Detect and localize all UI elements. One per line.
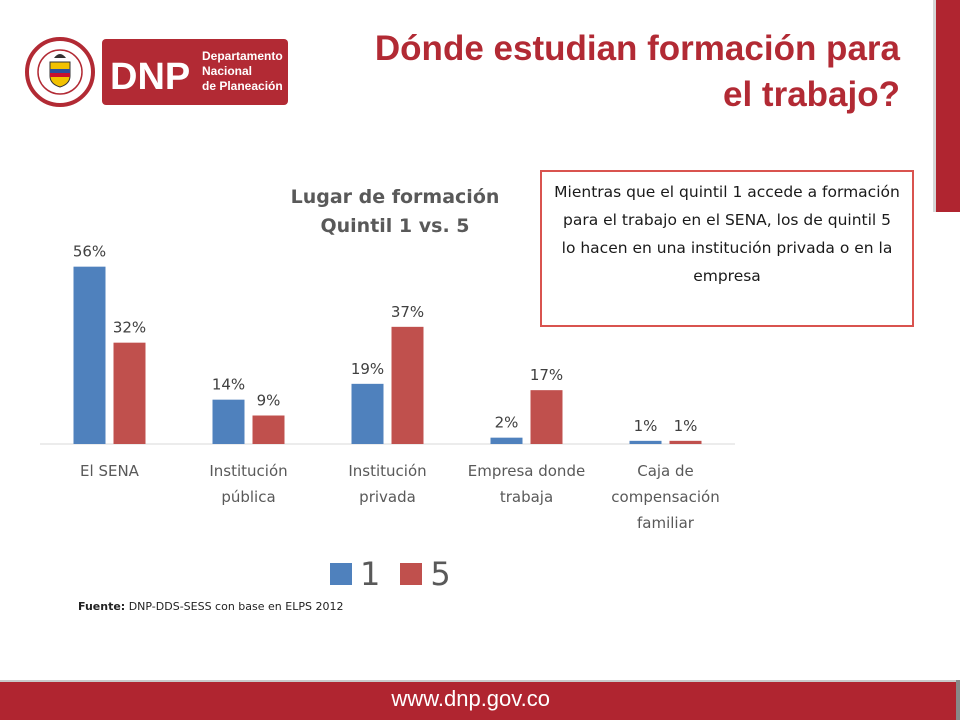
legend-item-series-1: 1 bbox=[330, 555, 380, 593]
accent-bar bbox=[933, 0, 960, 212]
footer-url-link[interactable]: www.dnp.gov.co bbox=[391, 686, 550, 711]
page-title: Dónde estudian formación para el trabajo… bbox=[300, 26, 900, 118]
category-label-2-line-1: Institución bbox=[209, 462, 287, 480]
org-line-2: Nacional bbox=[202, 64, 252, 78]
data-label-series-1-2: 14% bbox=[212, 376, 245, 394]
coat-of-arms-band-red bbox=[50, 73, 70, 77]
bar-series-5-1 bbox=[113, 342, 146, 444]
data-label-series-1-4: 2% bbox=[495, 414, 519, 432]
brand-text: DNP bbox=[110, 56, 190, 98]
data-label-series-5-2: 9% bbox=[257, 392, 281, 410]
category-label-3-line-1: Institución bbox=[348, 462, 426, 480]
data-label-series-5-5: 1% bbox=[674, 417, 698, 435]
bar-series-5-4 bbox=[530, 390, 563, 444]
data-label-series-5-4: 17% bbox=[530, 366, 563, 384]
bar-series-1-1 bbox=[73, 266, 106, 444]
data-label-series-1-1: 56% bbox=[73, 243, 106, 261]
brand-box bbox=[102, 39, 288, 105]
data-label-series-5-1: 32% bbox=[113, 319, 146, 337]
page-title-line-2: el trabajo? bbox=[723, 75, 900, 114]
category-label-5-line-2: compensación bbox=[611, 488, 719, 506]
category-label-2-line-2: pública bbox=[221, 488, 275, 506]
bar-series-5-2 bbox=[252, 415, 285, 444]
legend-swatch-series-5 bbox=[400, 563, 423, 585]
category-label-3-line-2: privada bbox=[359, 488, 416, 506]
category-label-5-line-3: familiar bbox=[637, 514, 695, 532]
bar-series-1-3 bbox=[351, 383, 384, 444]
data-label-series-1-5: 1% bbox=[634, 417, 658, 435]
footer-divider bbox=[0, 680, 960, 682]
bar-series-1-2 bbox=[212, 399, 245, 444]
page-title-line-1: Dónde estudian formación para bbox=[374, 29, 900, 68]
bar-chart: 56% 32% El SENA 14% 9% Institución pública 19% 3… bbox=[40, 243, 735, 532]
legend-swatch-series-1 bbox=[330, 563, 352, 585]
footer-edge bbox=[956, 680, 960, 720]
legend-label-series-1: 1 bbox=[360, 555, 381, 593]
source-label: Fuente: bbox=[78, 600, 126, 613]
legend-item-series-5: 5 bbox=[400, 555, 451, 593]
category-label-4-line-1: Empresa donde bbox=[468, 462, 585, 480]
callout-text: Mientras que el quintil 1 accede a forma… bbox=[554, 183, 900, 285]
chart-legend: 1 5 bbox=[330, 552, 471, 596]
footer-bar: www.dnp.gov.co bbox=[0, 680, 960, 720]
bar-series-5-5 bbox=[669, 440, 702, 444]
data-label-series-1-3: 19% bbox=[351, 360, 384, 378]
data-label-series-5-3: 37% bbox=[391, 303, 424, 321]
category-label-5-line-1: Caja de bbox=[637, 462, 694, 480]
chart-title-line-2: Quintil 1 vs. 5 bbox=[320, 215, 470, 237]
condor-icon bbox=[54, 54, 66, 58]
dnp-logo: DNP Departamento Nacional de Planeación bbox=[24, 36, 292, 108]
callout-box: Mientras que el quintil 1 accede a forma… bbox=[540, 170, 914, 327]
coat-of-arms-band bbox=[50, 69, 70, 73]
bar-series-1-4 bbox=[490, 437, 523, 444]
source-note: Fuente: DNP-DDS-SESS con base en ELPS 20… bbox=[78, 600, 343, 613]
chart-title: Lugar de formación Quintil 1 vs. 5 bbox=[240, 183, 550, 241]
category-label-4-line-2: trabaja bbox=[500, 488, 553, 506]
org-line-3: de Planeación bbox=[202, 79, 283, 93]
chart-title-line-1: Lugar de formación bbox=[290, 186, 500, 208]
source-text: DNP-DDS-SESS con base en ELPS 2012 bbox=[125, 600, 344, 613]
org-line-1: Departamento bbox=[202, 49, 283, 63]
legend-label-series-5: 5 bbox=[430, 555, 451, 593]
bar-series-5-3 bbox=[391, 326, 424, 444]
category-label-1-line-1: El SENA bbox=[80, 462, 140, 480]
bar-series-1-5 bbox=[629, 440, 662, 444]
